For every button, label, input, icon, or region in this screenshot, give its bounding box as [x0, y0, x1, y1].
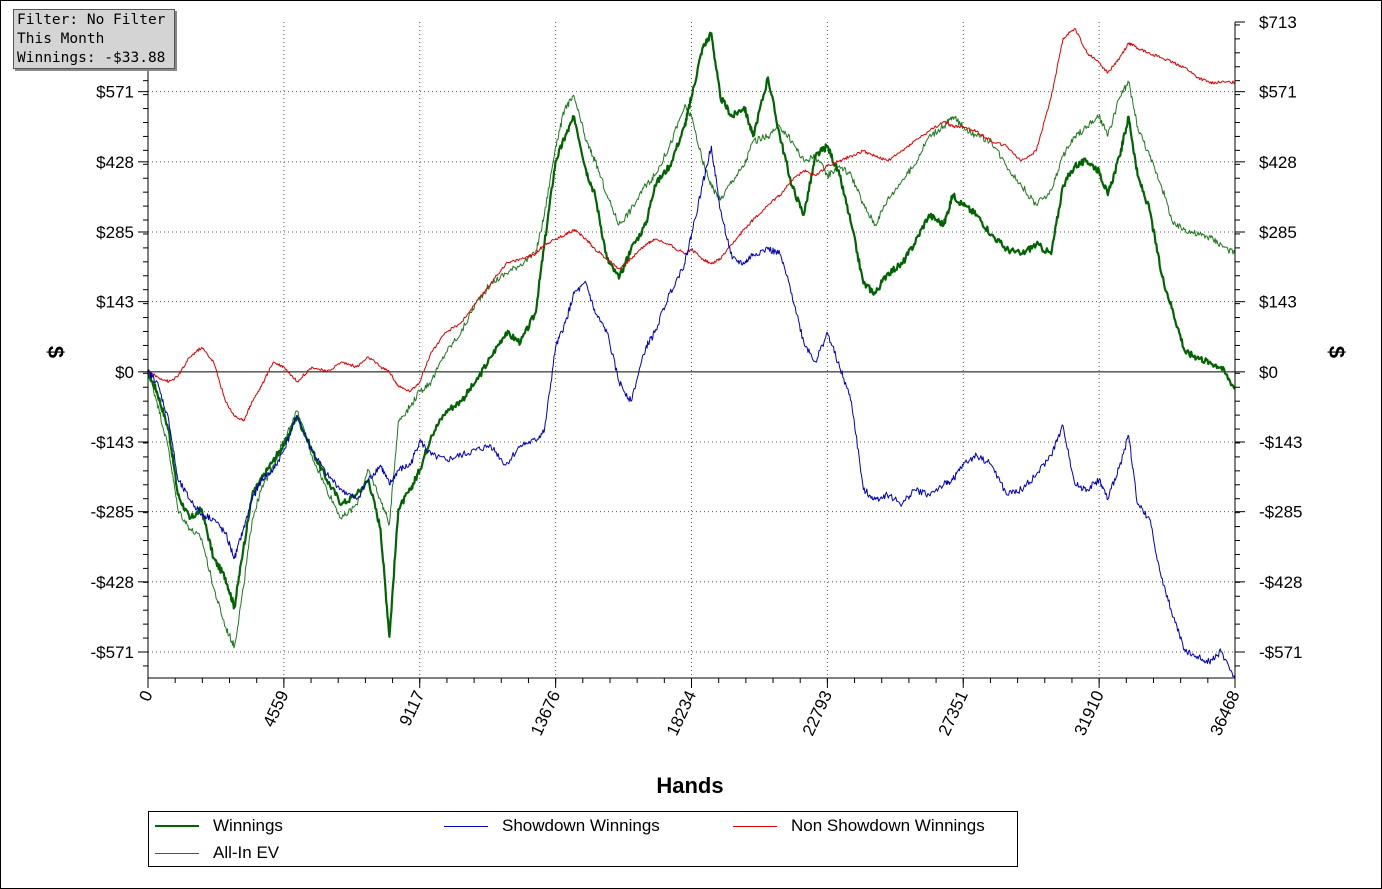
legend-swatch-non-showdown-winnings [733, 825, 777, 827]
chart-legend: Winnings Showdown Winnings Non Showdown … [148, 811, 1018, 867]
y-tick-label-right: $143 [1259, 293, 1297, 312]
x-tick-label: 4559 [259, 688, 292, 730]
winnings-total-label: Winnings: -$33.88 [17, 50, 166, 66]
legend-item-showdown-winnings: Showdown Winnings [444, 815, 660, 837]
y-tick-label-left: -$143 [91, 433, 134, 452]
period-label: This Month [17, 31, 105, 47]
legend-swatch-showdown-winnings [444, 825, 488, 827]
y-tick-label-right: -$285 [1259, 503, 1302, 522]
y-axis-title-right: $ [1324, 346, 1349, 358]
y-tick-label-left: -$571 [91, 643, 134, 662]
y-tick-label-left: -$428 [91, 573, 134, 592]
y-tick-label-left: -$285 [91, 503, 134, 522]
legend-label-all-in-ev: All-In EV [213, 843, 280, 862]
x-tick-label: 18234 [663, 688, 700, 739]
x-tick-label: 13676 [527, 688, 564, 739]
legend-label-winnings: Winnings [213, 816, 283, 835]
y-tick-label-right: -$143 [1259, 433, 1302, 452]
y-tick-label-right: -$428 [1259, 573, 1302, 592]
x-tick-label: 22793 [799, 688, 836, 739]
legend-swatch-winnings [155, 825, 199, 827]
y-tick-label-right: $0 [1259, 363, 1278, 382]
x-tick-label: 0 [135, 688, 156, 705]
series-line-showdown-winnings [147, 145, 1236, 679]
y-tick-label-left: $428 [96, 153, 134, 172]
filter-info-box: Filter: No Filter This Month Winnings: -… [13, 9, 175, 69]
y-tick-label-right: -$571 [1259, 643, 1302, 662]
legend-item-winnings: Winnings [155, 815, 283, 837]
y-tick-label-right: $571 [1259, 83, 1297, 102]
y-tick-label-right: $428 [1259, 153, 1297, 172]
legend-label-showdown-winnings: Showdown Winnings [502, 816, 660, 835]
x-tick-label: 36468 [1206, 688, 1243, 739]
legend-label-non-showdown-winnings: Non Showdown Winnings [791, 816, 985, 835]
y-tick-label-left: $285 [96, 223, 134, 242]
x-axis-title: Hands [656, 773, 723, 798]
filter-label: Filter: No Filter [17, 12, 166, 28]
x-tick-label: 27351 [935, 688, 972, 739]
legend-item-non-showdown-winnings: Non Showdown Winnings [733, 815, 985, 837]
x-tick-label: 9117 [396, 688, 429, 729]
grid-lines [148, 22, 1235, 678]
y-tick-label-left: $571 [96, 83, 134, 102]
y-tick-label-left: $0 [115, 363, 134, 382]
series-lines [146, 27, 1236, 679]
axes: 0 4559 9117 13676 18234 22793 27351 31910 36468 $… [91, 13, 1303, 739]
legend-swatch-all-in-ev [155, 852, 199, 854]
y-tick-label-right: $713 [1259, 13, 1297, 32]
y-tick-label-right: $285 [1259, 223, 1297, 242]
legend-item-all-in-ev: All-In EV [155, 842, 279, 864]
y-tick-label-left: $143 [96, 293, 134, 312]
x-tick-label: 31910 [1071, 688, 1108, 739]
y-axis-title-left: $ [43, 346, 68, 358]
